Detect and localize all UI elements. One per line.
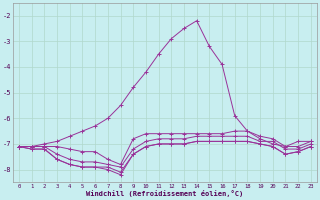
X-axis label: Windchill (Refroidissement éolien,°C): Windchill (Refroidissement éolien,°C) xyxy=(86,190,244,197)
